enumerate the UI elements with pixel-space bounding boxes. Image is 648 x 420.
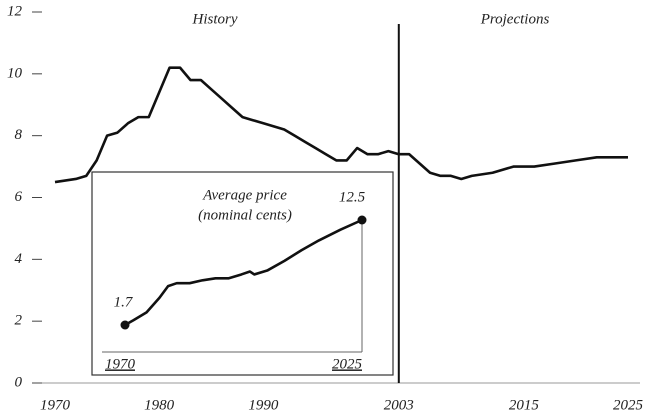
end-marker [357,215,367,225]
inset-subtitle: (nominal cents) [198,207,292,223]
y-tick-label: 10 [7,65,23,81]
line-series [54,66,628,184]
inset-x-tick-label: 1970 [105,356,136,372]
y-tick-label: 4 [15,251,23,267]
data-label: 1.7 [114,294,134,310]
data-label: 12.5 [339,189,366,205]
y-tick-label: 8 [15,127,23,143]
x-tick-label: 1970 [40,397,71,413]
end-marker [120,320,130,330]
x-tick-label: 2003 [384,397,414,413]
inset-title: Average price [202,187,287,203]
annotation: History [192,11,238,27]
x-tick-label: 1980 [144,397,175,413]
line-series [124,218,363,327]
x-tick-label: 2025 [613,397,644,413]
annotation: Projections [480,11,550,27]
x-tick-label: 1990 [248,397,279,413]
y-tick-label: 6 [15,189,23,205]
y-tick-label: 2 [15,313,23,329]
inset-x-tick-label: 2025 [332,356,363,372]
inset-frame [91,171,394,376]
x-tick-label: 2015 [509,397,540,413]
y-tick-label: 0 [15,374,23,390]
y-tick-label: 12 [7,3,23,19]
